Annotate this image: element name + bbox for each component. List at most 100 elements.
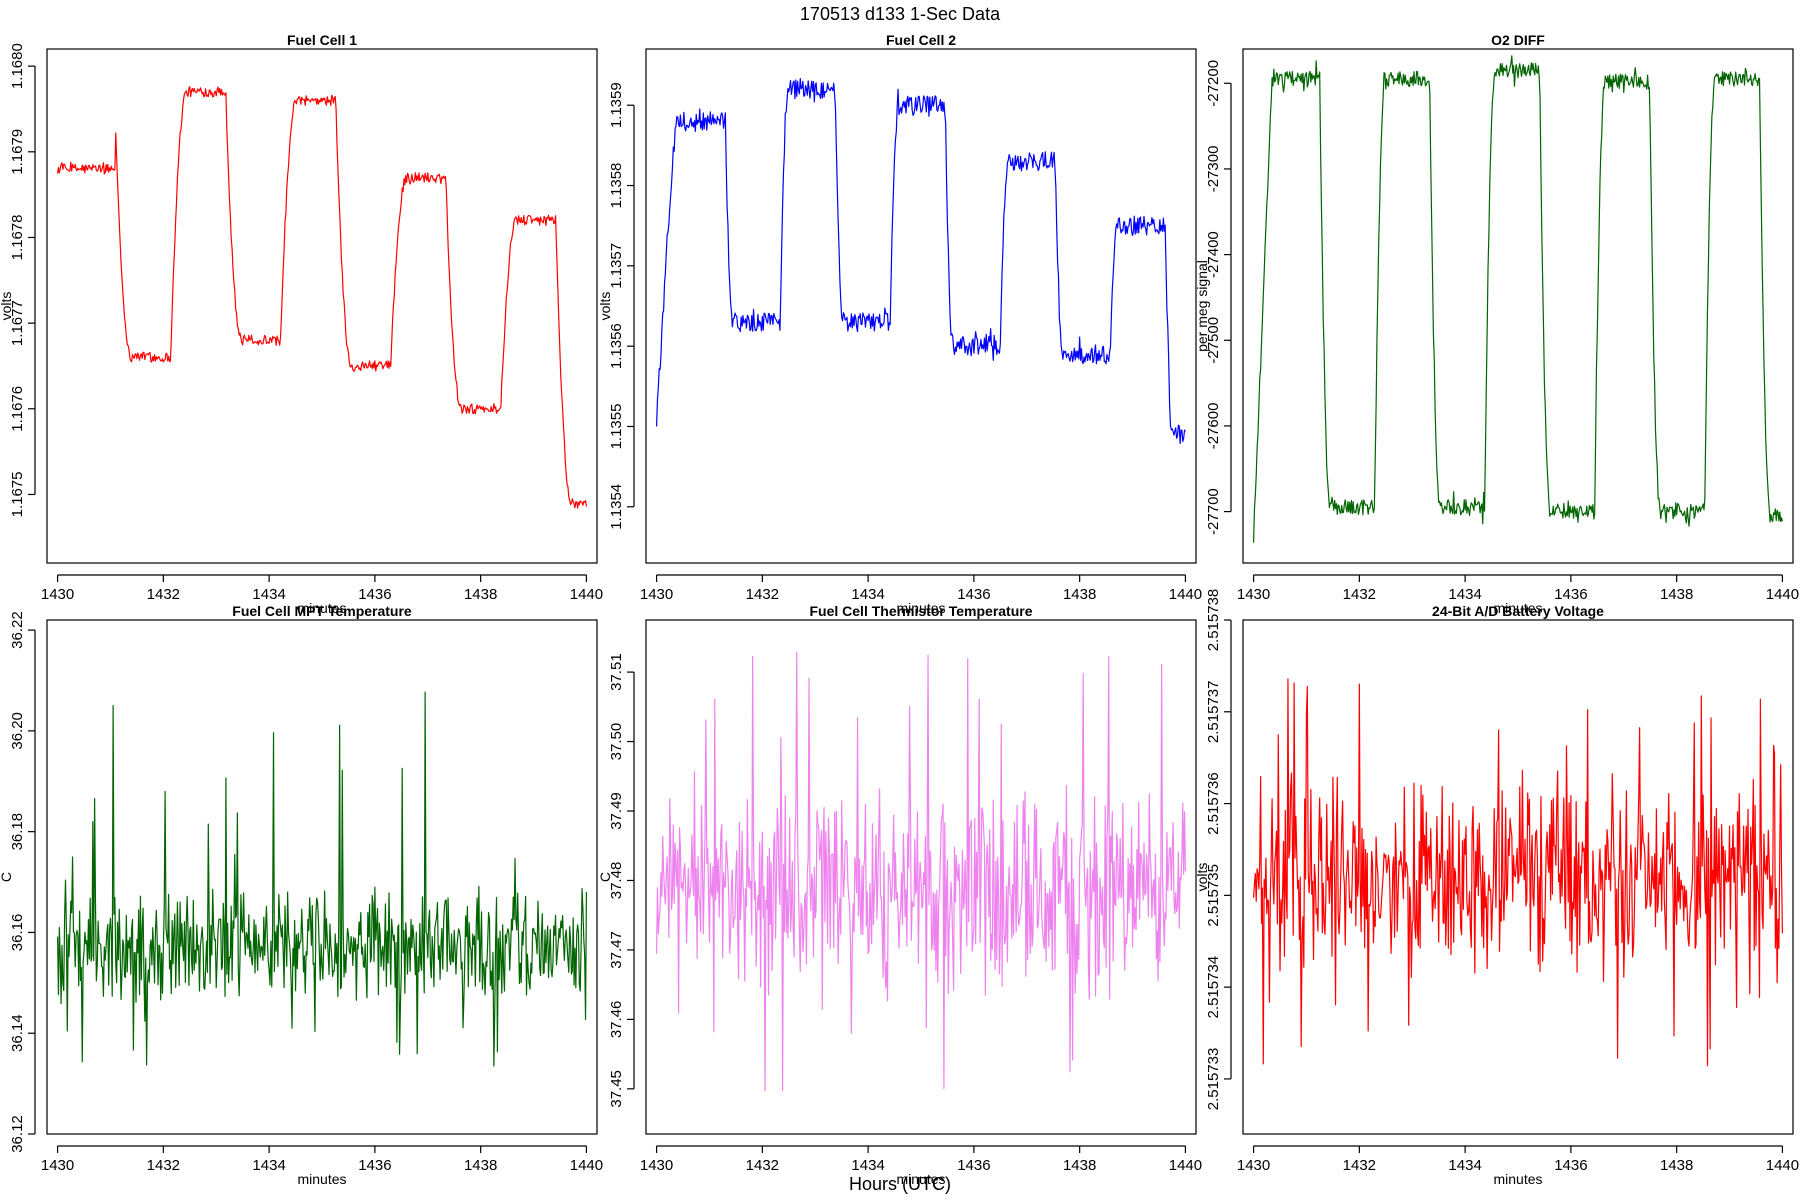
x-tick-label: 1438 (1660, 1157, 1693, 1174)
plot-frame (46, 48, 598, 564)
series-line (1252, 55, 1784, 543)
series-line (56, 86, 588, 509)
panel-3: O2 DIFF 1430 1432 1434 1436 1438 1440 minutes -2… (1194, 32, 1799, 616)
panel-title: Fuel Cell Thermistor Temperature (809, 603, 1032, 619)
y-tick-label: 36.18 (9, 813, 26, 851)
y-tick-label: 37.49 (608, 792, 625, 830)
x-axis-label: minutes (896, 600, 945, 616)
y-tick-label: -27700 (1205, 488, 1222, 535)
plot-frame (46, 619, 598, 1135)
y-tick-label: -27500 (1205, 317, 1222, 364)
x-axis-label: minutes (297, 1171, 346, 1187)
x-axis-label: minutes (1493, 1171, 1542, 1187)
y-tick-label: 1.1357 (608, 243, 625, 289)
y-axis-label: C (0, 872, 14, 882)
series-line (56, 691, 588, 1067)
x-tick-label: 1440 (1169, 586, 1202, 603)
x-tick-label: 1440 (570, 1157, 603, 1174)
y-tick-label: 36.14 (9, 1014, 26, 1052)
y-tick-label: 1.1680 (9, 43, 26, 89)
panel-title: Fuel Cell 2 (886, 32, 956, 48)
y-tick-label: -27600 (1205, 403, 1222, 450)
x-tick-label: 1432 (1343, 586, 1376, 603)
x-tick-label: 1434 (1448, 586, 1481, 603)
x-tick-label: 1438 (464, 1157, 497, 1174)
panel-title: Fuel Cell 1 (287, 32, 357, 48)
y-tick-label: 37.51 (608, 653, 625, 691)
y-tick-label: 37.46 (608, 1001, 625, 1039)
x-tick-label: 1436 (957, 586, 990, 603)
plot-frame (1242, 48, 1794, 564)
y-tick-label: 36.20 (9, 712, 26, 750)
y-tick-label: -27400 (1205, 231, 1222, 278)
x-tick-label: 1430 (640, 586, 673, 603)
x-tick-label: 1434 (1448, 1157, 1481, 1174)
y-tick-label: 37.45 (608, 1070, 625, 1108)
panel-title: Fuel Cell MPT Temperature (232, 603, 412, 619)
x-axis-label: minutes (896, 1171, 945, 1187)
x-tick-label: 1438 (1063, 1157, 1096, 1174)
figure-bottom-label: Hours (UTC) (849, 1174, 951, 1194)
x-axis-label: minutes (1493, 600, 1542, 616)
x-tick-label: 1436 (957, 1157, 990, 1174)
x-tick-label: 1438 (1660, 586, 1693, 603)
x-tick-label: 1430 (1237, 1157, 1270, 1174)
plot-frame (1242, 619, 1794, 1135)
panel-title: O2 DIFF (1491, 32, 1545, 48)
y-tick-label: -27300 (1205, 146, 1222, 193)
y-tick-label: 1.1358 (608, 163, 625, 209)
x-tick-label: 1432 (147, 1157, 180, 1174)
panel-title: 24-Bit A/D Battery Voltage (1432, 603, 1604, 619)
y-tick-label: 1.1679 (9, 129, 26, 175)
y-tick-label: 1.1675 (9, 472, 26, 518)
panel-1: Fuel Cell 1 1430 1432 1434 1436 1438 1440 minut… (0, 32, 603, 616)
y-tick-label: 1.1676 (9, 386, 26, 432)
x-tick-label: 1434 (851, 586, 884, 603)
x-tick-label: 1440 (1766, 1157, 1799, 1174)
y-tick-label: -27200 (1205, 60, 1222, 107)
panel-5: Fuel Cell Thermistor Temperature 1430 1432… (597, 603, 1202, 1187)
plot-frame (645, 619, 1197, 1135)
y-axis-label: volts (597, 292, 613, 321)
x-tick-label: 1440 (570, 586, 603, 603)
y-tick-label: 2.515736 (1205, 772, 1222, 835)
x-tick-label: 1440 (1169, 1157, 1202, 1174)
x-tick-label: 1430 (41, 586, 74, 603)
y-axis-label: C (597, 872, 613, 882)
y-tick-label: 37.47 (608, 931, 625, 969)
y-tick-label: 1.1359 (608, 82, 625, 128)
x-tick-label: 1430 (41, 1157, 74, 1174)
y-tick-label: 1.1677 (9, 300, 26, 346)
x-tick-label: 1434 (252, 586, 285, 603)
series-line (655, 651, 1187, 1092)
y-tick-label: 2.515738 (1205, 589, 1222, 652)
x-tick-label: 1440 (1766, 586, 1799, 603)
panel-4: Fuel Cell MPT Temperature 1430 1432 1434 143… (0, 603, 603, 1187)
panels-group: Fuel Cell 1 1430 1432 1434 1436 1438 1440 minut… (0, 32, 1799, 1187)
series-line (655, 78, 1186, 445)
x-axis-label: minutes (297, 600, 346, 616)
panel-2: Fuel Cell 2 1430 1432 1434 1436 1438 1440 minut… (597, 32, 1202, 616)
x-tick-label: 1432 (147, 586, 180, 603)
y-tick-label: 1.1356 (608, 323, 625, 369)
x-tick-label: 1436 (1554, 1157, 1587, 1174)
y-tick-label: 2.515734 (1205, 956, 1222, 1019)
y-axis-label: per meg signal (1194, 260, 1210, 352)
x-tick-label: 1438 (1063, 586, 1096, 603)
y-tick-label: 37.48 (608, 862, 625, 900)
y-axis-label: volts (0, 292, 14, 321)
x-tick-label: 1432 (1343, 1157, 1376, 1174)
x-tick-label: 1434 (851, 1157, 884, 1174)
y-axis-label: volts (1194, 863, 1210, 892)
x-tick-label: 1430 (640, 1157, 673, 1174)
y-tick-label: 1.1355 (608, 404, 625, 450)
x-tick-label: 1432 (746, 1157, 779, 1174)
series-line (1252, 678, 1784, 1067)
x-tick-label: 1438 (464, 586, 497, 603)
y-tick-label: 1.1354 (608, 484, 625, 530)
x-tick-label: 1434 (252, 1157, 285, 1174)
y-tick-label: 36.16 (9, 914, 26, 952)
y-tick-label: 36.12 (9, 1115, 26, 1153)
y-tick-label: 1.1678 (9, 215, 26, 261)
